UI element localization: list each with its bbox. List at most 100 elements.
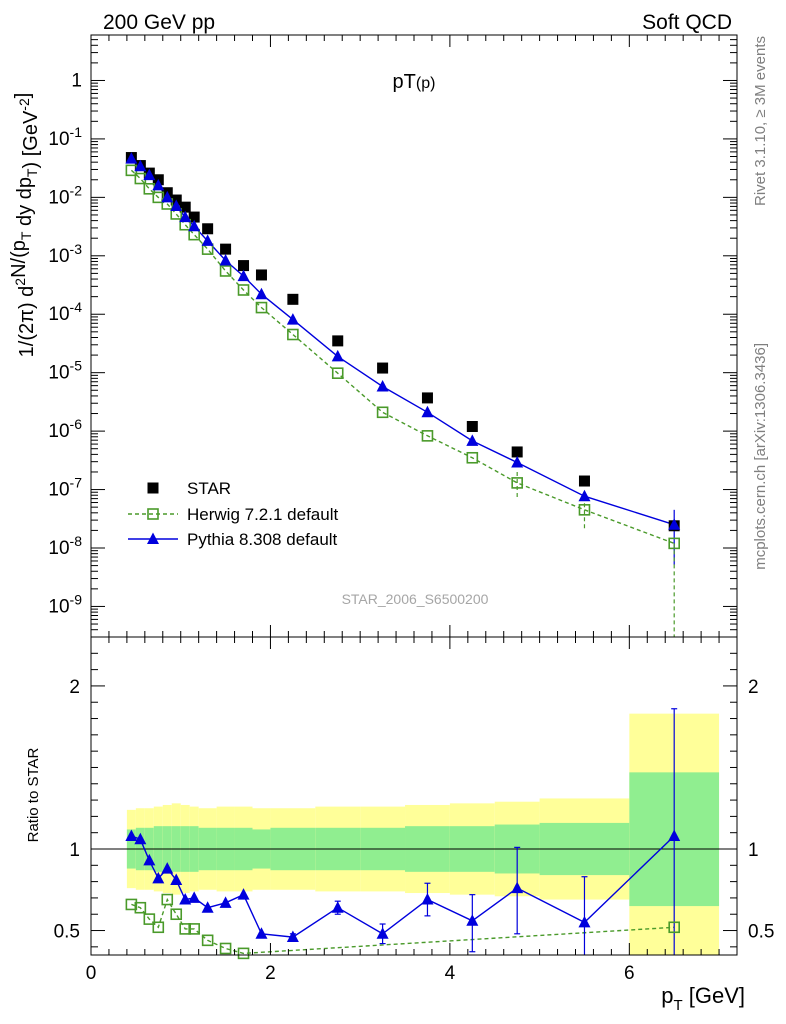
legend-marker [147,532,159,544]
rivet-version-label: Rivet 3.1.10, ≥ 3M events [752,36,769,206]
herwig-7-2-1-default-ratio-point [668,921,680,934]
ratio-y-tick-label-right: 0.5 [748,922,774,943]
herwig-7-2-1-default-ratio-point [170,908,183,921]
y-tick-label: 10-3 [48,241,82,267]
star-point [578,475,590,487]
x-tick-label: 6 [624,963,635,984]
pythia-8-308-default-point [179,210,192,223]
legend-label: Herwig 7.2.1 default [187,505,338,524]
ratio-y-tick-label: 0.5 [54,922,80,943]
herwig-7-2-1-default-point [255,301,268,314]
pythia-8-308-default-ratio-point [161,862,174,874]
legend: STAR Herwig 7.2.1 default Pythia 8.308 def… [128,479,338,549]
y-tick-label: 1 [71,70,82,91]
herwig-7-2-1-default-point [219,265,232,277]
herwig-7-2-1-default-point [376,406,389,419]
pythia-8-308-default-point [143,168,156,181]
pythia-8-308-default-ratio-point [255,927,268,939]
herwig-7-2-1-default-ratio-point [188,923,200,935]
y-tick-label: 10-9 [48,591,82,617]
pythia-8-308-default-point [511,456,524,468]
pythia-8-308-default-point [466,434,479,446]
chart-title: pT(p) [393,71,436,93]
herwig-7-2-1-default-point [287,328,299,341]
star-point [511,446,523,458]
ratio-y-axis-label: Ratio to STAR [25,747,42,842]
star-point [220,243,232,255]
pythia-8-308-default-ratio-point [237,888,250,900]
pythia-8-308-default-ratio-point [152,871,165,884]
analysis-watermark: STAR_2006_S6500200 [342,591,489,607]
y-tick-label: 10-7 [48,475,82,501]
herwig-7-2-1-default-ratio-line [131,897,675,955]
pythia-8-308-default-point [170,199,183,212]
herwig-7-2-1-default-point [578,504,591,516]
spectrum-panel: 10-9 10-8 10-7 10-6 10-5 10-4 10-3 10-2 10-1 1 pT… [8,34,738,638]
herwig-7-2-1-default-point [466,451,479,464]
herwig-7-2-1-default-ratio-point [134,901,147,914]
spectrum-panel-ticks: 10-9 10-8 10-7 10-6 10-5 10-4 10-3 10-2 10-1 1 [48,34,737,638]
pythia-8-308-default-ratio-point [286,930,299,943]
pythia-8-308-default-point [219,254,232,266]
mcplots-source-label: mcplots.cern.ch [arXiv:1306.3436] [752,343,769,570]
herwig-7-2-1-default-ratio-point [201,934,214,947]
pythia-8-308-default-ratio-point [219,896,232,908]
y-tick-label: 10-1 [48,124,82,150]
herwig-7-2-1-default-ratio-point [179,923,192,935]
x-tick-label: 4 [445,963,456,984]
y-axis-label: 1/(2π) d2N/(pT dy dpT) [GeV-2] [8,93,42,358]
x-tick-label: 0 [86,963,97,984]
legend-marker [147,508,159,520]
spectrum-panel-markers [125,152,681,550]
pythia-8-308-default-point [188,219,201,232]
ratio-uncertainty-bands [126,713,720,955]
star-point [188,211,200,223]
herwig-7-2-1-default-point [237,284,250,296]
herwig-7-2-1-default-ratio-point [125,898,138,911]
ratio-y-tick-label-right: 2 [748,677,759,698]
herwig-7-2-1-default-ratio-point [161,893,174,906]
ratio-y-tick-label: 2 [69,677,80,698]
herwig-7-2-1-default-point [668,537,680,550]
pythia-8-308-default-point [578,489,591,502]
star-point [377,362,389,374]
y-tick-label: 10-5 [48,358,82,384]
herwig-7-2-1-default-ratio-point [219,942,232,955]
ratio-markers [125,829,681,960]
pythia-8-308-default-ratio-point [188,891,201,903]
pythia-8-308-default-ratio-point [511,881,524,894]
legend-marker [147,482,159,494]
pythia-8-308-default-point [255,287,268,300]
herwig-7-2-1-default-point [152,191,165,204]
pythia-8-308-default-point [152,178,165,191]
pythia-8-308-default-ratio-point [466,914,479,926]
ratio-y-tick-label: 1 [69,840,80,861]
pythia-8-308-default-ratio-point [331,901,344,913]
pythia-8-308-default-point [286,313,299,325]
y-tick-label: 10-8 [48,533,82,559]
pythia-8-308-default-point [421,405,434,418]
header-collision-label: 200 GeV pp [103,11,215,34]
pythia-8-308-default-point [134,159,147,172]
pythia-8-308-default-ratio-point [201,901,214,913]
herwig-7-2-1-default-ratio-point [237,947,250,960]
star-point [202,223,214,235]
star-point [332,335,344,347]
pythia-8-308-default-ratio-point [376,927,389,939]
pythia-8-308-default-ratio-point [668,829,681,841]
x-axis-label: pT [GeV] [661,983,745,1014]
pythia-8-308-default-ratio-point [578,915,591,928]
x-tick-label: 2 [265,963,276,984]
star-point [421,392,433,404]
star-point [238,260,250,272]
star-point [255,269,267,281]
herwig-7-2-1-default-line [130,169,675,545]
y-tick-label: 10-2 [48,182,82,208]
legend-label: STAR [187,479,231,498]
pythia-8-308-default-point [376,380,389,392]
star-point [179,201,191,213]
herwig-7-2-1-default-ratio-point [143,913,156,925]
pythia-8-308-default-ratio-point [143,853,156,866]
pythia-8-308-default-ratio-point [134,832,147,845]
y-tick-label: 10-6 [48,416,82,442]
